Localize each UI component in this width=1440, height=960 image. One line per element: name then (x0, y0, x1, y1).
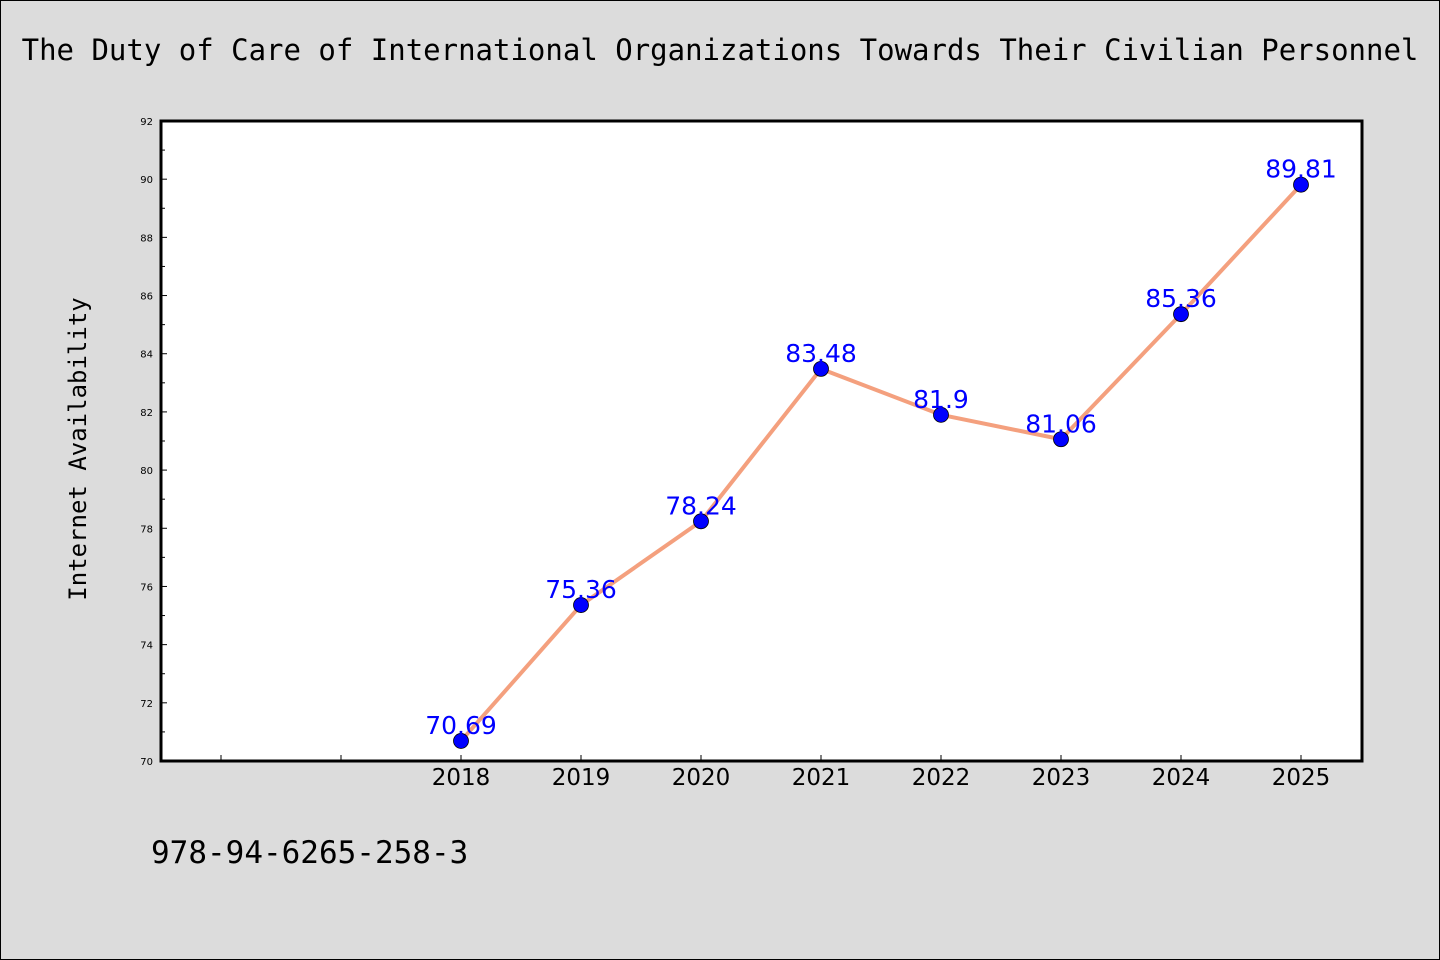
chart-title: The Duty of Care of International Organi… (21, 33, 1419, 67)
data-point (693, 513, 709, 530)
y-axis: 70 72 74 76 78 80 82 84 86 88 90 92 (140, 117, 167, 768)
x-tick-label: 2025 (1272, 765, 1331, 791)
y-tick-label: 80 (140, 466, 153, 477)
data-point (1053, 431, 1069, 448)
data-label: 89.81 (1265, 155, 1337, 184)
data-label: 78.24 (665, 491, 737, 520)
data-label: 70.69 (425, 711, 497, 740)
plot-area (159, 119, 1364, 763)
x-tick-label: 2020 (672, 765, 731, 791)
data-point (1173, 306, 1189, 323)
y-tick-label: 84 (140, 350, 153, 361)
data-label: 85.36 (1145, 284, 1217, 313)
x-tick-label: 2024 (1152, 765, 1211, 791)
data-label: 81.9 (913, 385, 969, 414)
y-tick-label: 90 (140, 175, 153, 186)
data-label: 81.06 (1025, 409, 1097, 438)
y-tick-label: 78 (140, 524, 153, 535)
data-label: 75.36 (545, 575, 617, 604)
x-tick-label: 2019 (552, 765, 611, 791)
x-axis: 2018 2019 2020 2021 2022 2023 2024 2025 (220, 755, 1331, 791)
y-tick-label: 82 (140, 408, 153, 419)
y-tick-label: 86 (140, 292, 153, 303)
series-line (459, 183, 1303, 743)
data-label: 83.48 (785, 339, 857, 368)
y-tick-label: 92 (140, 117, 153, 128)
y-axis-title: Internet Availability (64, 297, 92, 600)
y-tick-label: 76 (140, 582, 153, 593)
y-tick-label: 74 (140, 641, 153, 652)
y-tick-label: 88 (140, 233, 153, 244)
x-tick-label: 2018 (432, 765, 491, 791)
data-point (1293, 176, 1309, 193)
y-tick-label: 70 (140, 757, 153, 768)
x-tick-label: 2023 (1032, 765, 1091, 791)
data-point (813, 360, 829, 377)
isbn-text: 978-94-6265-258-3 (151, 835, 469, 871)
data-point (933, 406, 949, 423)
y-tick-label: 72 (140, 699, 153, 710)
data-point (573, 597, 589, 613)
series-layer: 70.69 75.36 78.24 83.48 81.9 81.06 85.36 89.81 (425, 155, 1337, 749)
x-tick-label: 2022 (912, 765, 971, 791)
x-tick-label: 2021 (792, 765, 851, 791)
data-point (453, 733, 469, 749)
